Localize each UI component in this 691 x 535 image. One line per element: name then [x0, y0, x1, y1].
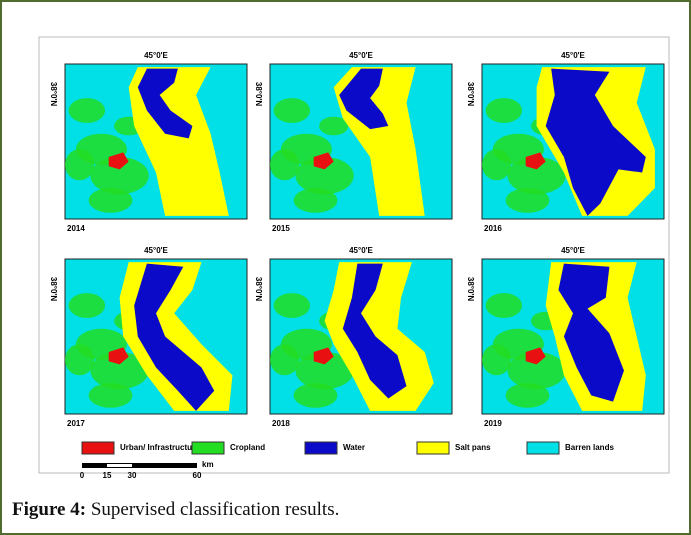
- cropland-patch: [293, 188, 338, 213]
- water-body: [558, 263, 624, 402]
- cropland-patch: [273, 98, 311, 123]
- figure: 45°0'E 38°0'N 2014 45°0'E 38°0'N 2015 45°0'E 38…: [38, 36, 670, 480]
- cropland-patch: [507, 157, 566, 195]
- map-shapes: [65, 67, 229, 216]
- cropland-patch: [88, 383, 133, 408]
- legend-label: Salt pans: [455, 443, 491, 452]
- lat-label: 38°0'N: [49, 82, 58, 106]
- urban-patch: [525, 152, 546, 170]
- urban-patch: [313, 152, 334, 170]
- cropland-patch: [65, 149, 95, 181]
- cropland-patch: [482, 344, 512, 376]
- lon-label: 45°0'E: [561, 51, 585, 60]
- lon-label: 45°0'E: [144, 51, 168, 60]
- cropland-patch: [485, 293, 523, 318]
- scale-tick: 60: [193, 471, 202, 480]
- scale-bar-gap: [107, 464, 132, 467]
- scale-tick: 15: [103, 471, 112, 480]
- map-shapes: [270, 67, 425, 216]
- water-body: [339, 68, 389, 130]
- caption-label: Figure 4:: [12, 499, 87, 520]
- legend-swatch: [191, 441, 225, 455]
- legend-label: Water: [343, 443, 365, 452]
- cropland-patch: [295, 352, 354, 390]
- year-label: 2015: [272, 224, 290, 233]
- year-label: 2019: [484, 419, 502, 428]
- map-panel: [269, 258, 453, 415]
- cropland-patch: [273, 293, 311, 318]
- scale-unit: km: [202, 460, 214, 469]
- cropland-patch: [507, 352, 566, 390]
- cropland-patch: [65, 344, 95, 376]
- lat-label: 38°0'N: [466, 277, 475, 301]
- cropland-patch: [270, 344, 300, 376]
- legend-label: Cropland: [230, 443, 265, 452]
- year-label: 2016: [484, 224, 502, 233]
- lon-label: 45°0'E: [561, 246, 585, 255]
- cropland-patch: [90, 352, 149, 390]
- cropland-patch: [68, 98, 106, 123]
- cropland-patch: [293, 383, 338, 408]
- map-shapes: [482, 67, 655, 216]
- legend-swatch: [81, 441, 115, 455]
- legend-swatch: [304, 441, 338, 455]
- cropland-patch: [68, 293, 106, 318]
- caption: Figure 4: Supervised classification resu…: [12, 499, 339, 521]
- year-label: 2018: [272, 419, 290, 428]
- urban-patch: [313, 347, 334, 365]
- water-body: [342, 263, 407, 399]
- lat-label: 38°0'N: [254, 277, 263, 301]
- urban-patch: [108, 152, 129, 170]
- cropland-patch: [319, 116, 349, 136]
- cropland-patch: [505, 188, 550, 213]
- caption-text: Supervised classification results.: [90, 499, 340, 520]
- cropland-patch: [270, 149, 300, 181]
- water-body: [545, 68, 646, 216]
- legend-swatch: [526, 441, 560, 455]
- map-panel: [64, 63, 248, 220]
- legend-label: Urban/ Infrastructure: [120, 443, 200, 452]
- lat-label: 38°0'N: [466, 82, 475, 106]
- scale-tick: 0: [80, 471, 85, 480]
- map-panel: [481, 258, 665, 415]
- lat-label: 38°0'N: [49, 277, 58, 301]
- lat-label: 38°0'N: [254, 82, 263, 106]
- lon-label: 45°0'E: [144, 246, 168, 255]
- cropland-patch: [90, 157, 149, 195]
- map-shapes: [482, 262, 646, 411]
- year-label: 2014: [67, 224, 85, 233]
- cropland-patch: [485, 98, 523, 123]
- legend-label: Barren lands: [565, 443, 614, 452]
- map-panel: [269, 63, 453, 220]
- map-shapes: [65, 262, 233, 411]
- water-body: [134, 263, 215, 411]
- legend-swatch: [416, 441, 450, 455]
- scale-tick: 30: [128, 471, 137, 480]
- lon-label: 45°0'E: [349, 246, 373, 255]
- cropland-patch: [295, 157, 354, 195]
- water-body: [137, 68, 193, 139]
- cropland-patch: [505, 383, 550, 408]
- map-panel: [481, 63, 665, 220]
- cropland-patch: [482, 149, 512, 181]
- map-shapes: [270, 262, 434, 411]
- cropland-patch: [88, 188, 133, 213]
- urban-patch: [108, 347, 129, 365]
- urban-patch: [525, 347, 546, 365]
- scale-bar: [82, 463, 197, 468]
- year-label: 2017: [67, 419, 85, 428]
- lon-label: 45°0'E: [349, 51, 373, 60]
- map-panel: [64, 258, 248, 415]
